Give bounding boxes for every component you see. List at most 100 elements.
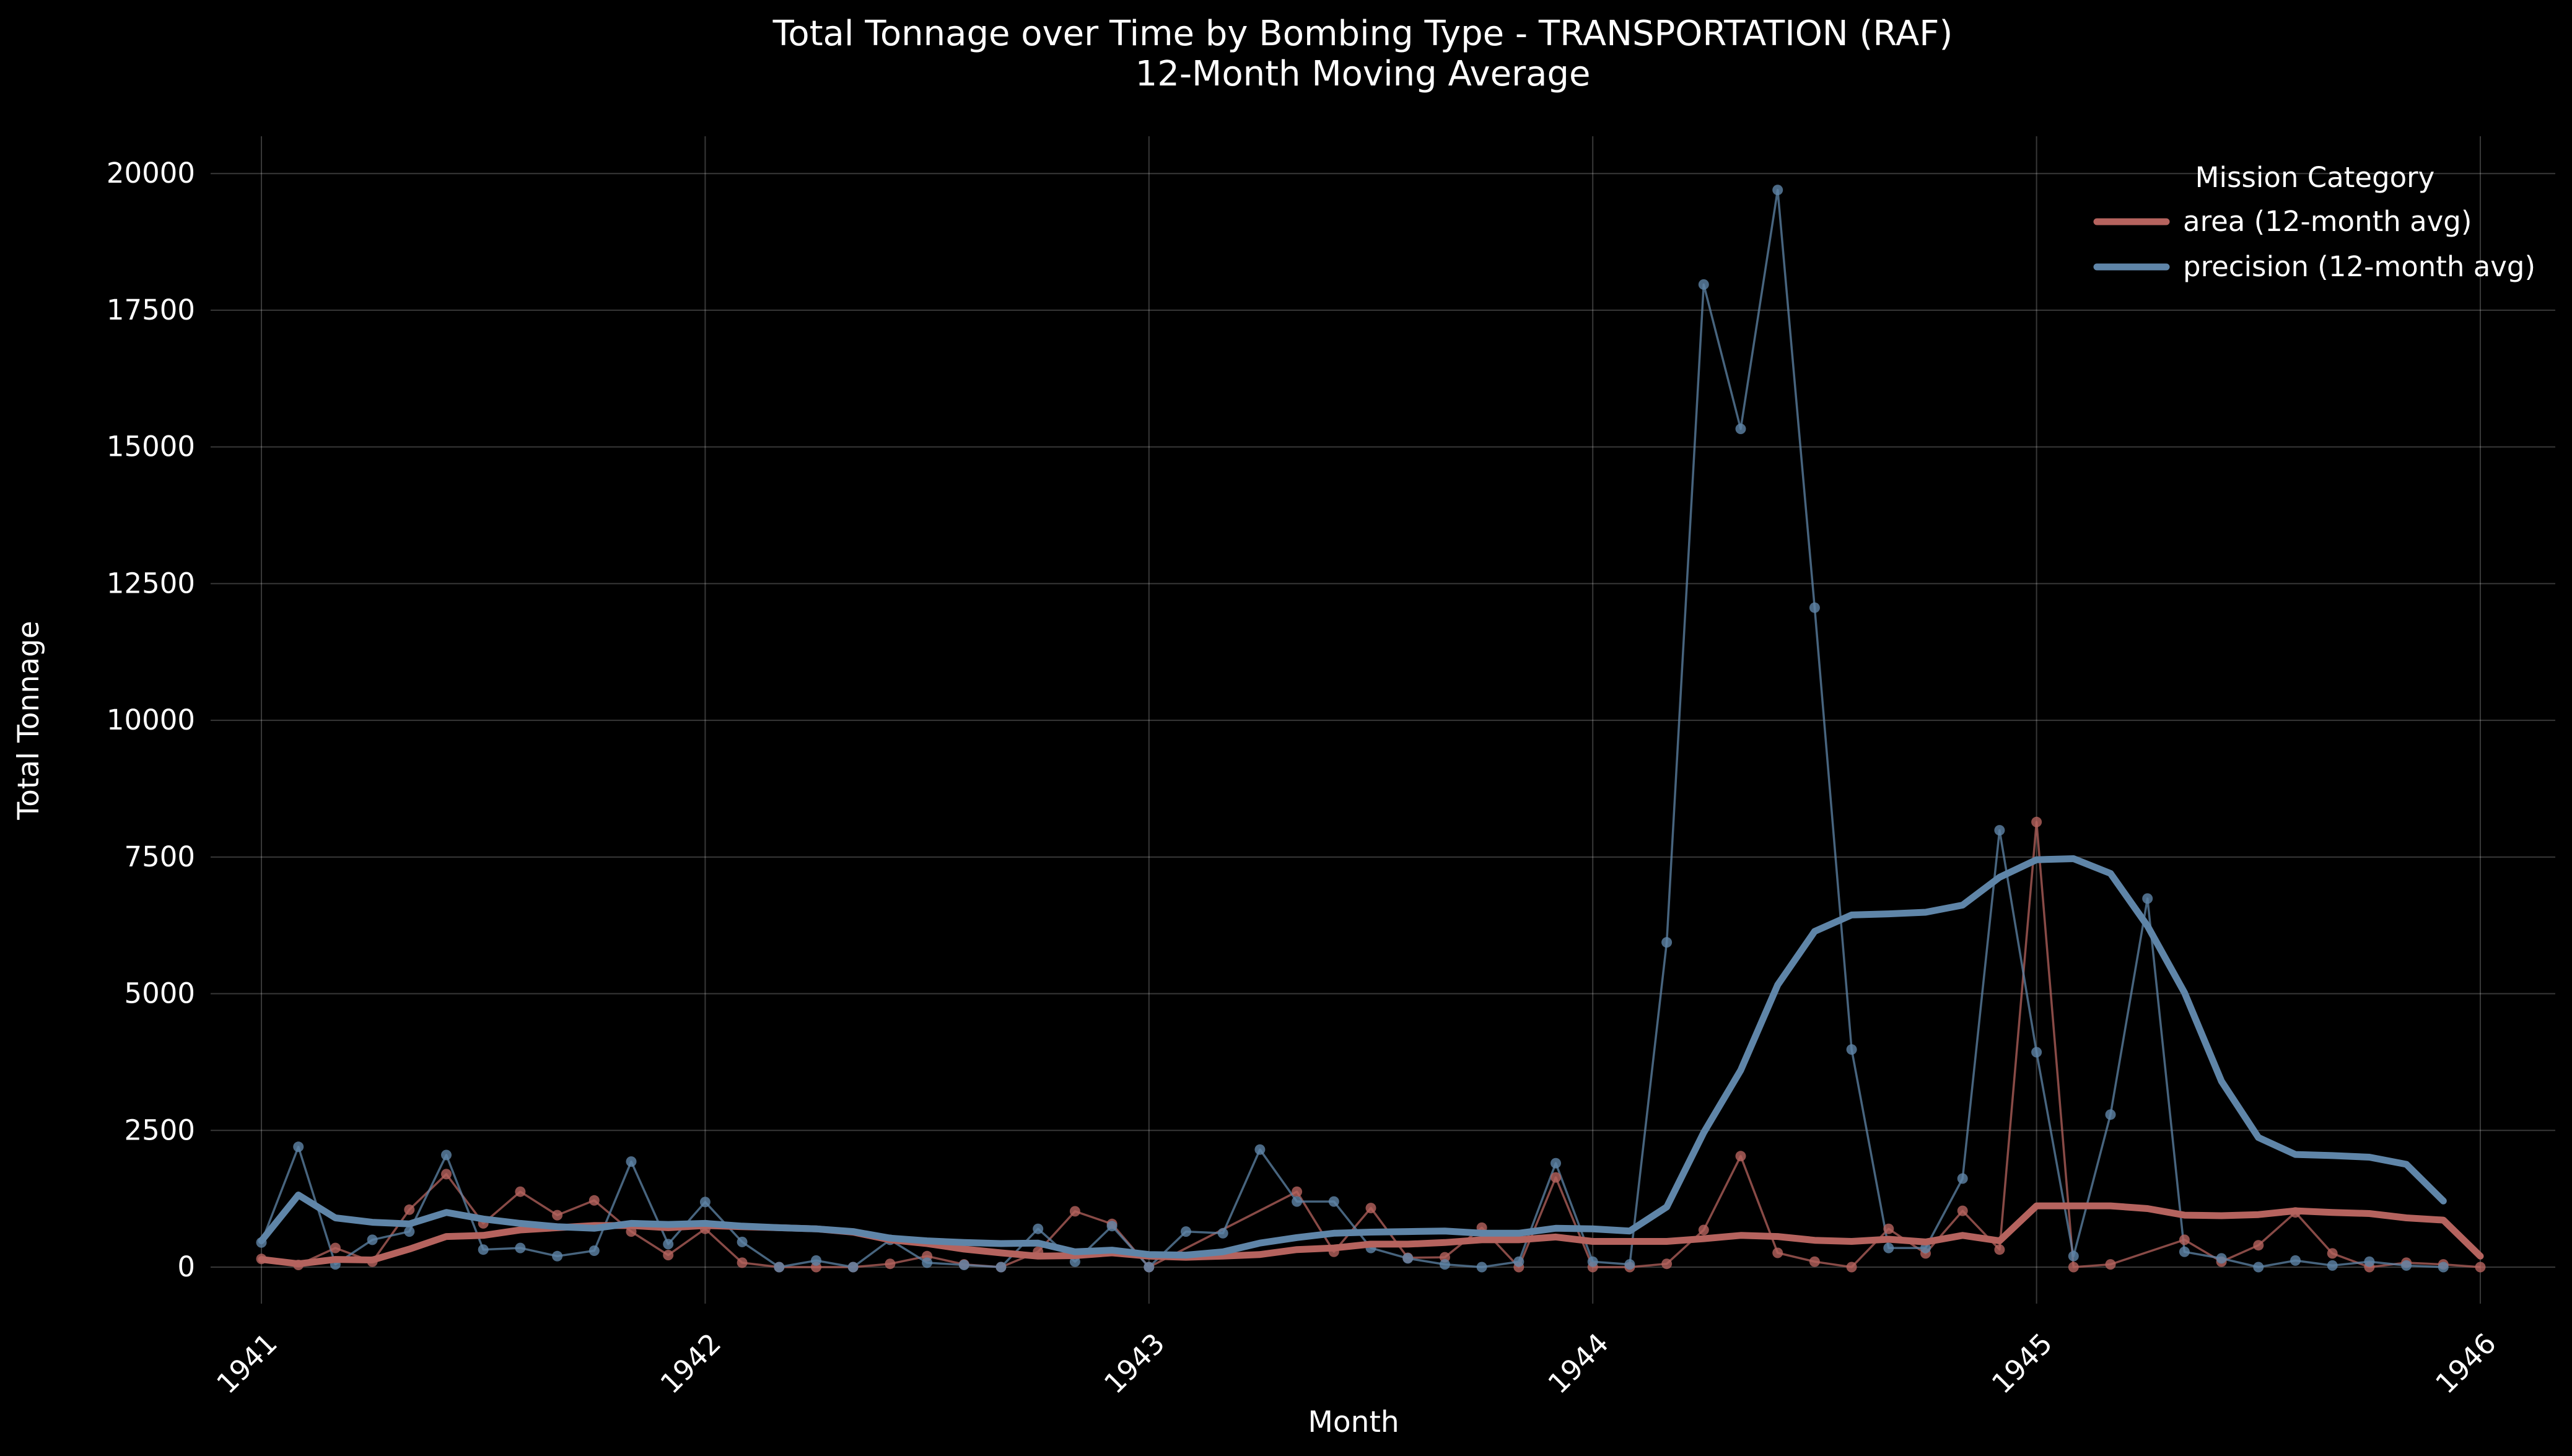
area-raw-point — [552, 1210, 563, 1221]
average-lines — [258, 855, 2484, 1268]
precision-raw-point — [2031, 1047, 2042, 1058]
precision-raw-point — [2438, 1262, 2449, 1273]
precision-raw-point — [1698, 279, 1709, 290]
precision-raw-point — [847, 1262, 859, 1273]
legend-label-precision: precision (12-month avg) — [2183, 250, 2535, 283]
area-raw-point — [515, 1186, 526, 1197]
precision-raw-point — [1957, 1173, 1968, 1184]
precision-raw-point — [2105, 1109, 2116, 1120]
precision-raw-point — [367, 1234, 378, 1245]
y-tick-label: 0 — [177, 1250, 195, 1283]
area-raw-point — [1772, 1247, 1783, 1258]
area-raw-point — [588, 1195, 600, 1206]
precision-raw-point — [811, 1255, 821, 1266]
legend-title: Mission Category — [2195, 161, 2435, 194]
precision-raw-point — [995, 1262, 1007, 1273]
precision-raw-point — [737, 1236, 748, 1247]
area-raw-point — [330, 1242, 341, 1253]
precision-raw-point — [1772, 185, 1783, 196]
precision-raw-point — [958, 1260, 969, 1270]
precision-raw-point — [2253, 1262, 2264, 1273]
precision-raw-point — [1106, 1221, 1118, 1232]
precision-raw-point — [2290, 1255, 2301, 1266]
precision-raw-point — [1735, 424, 1746, 434]
precision-raw-point — [1292, 1196, 1303, 1207]
grid-lines — [211, 136, 2555, 1304]
y-tick-label: 12500 — [107, 567, 195, 599]
precision-raw-point — [1439, 1259, 1450, 1270]
area-raw-point — [2031, 816, 2042, 827]
area-raw-point — [441, 1169, 452, 1180]
precision-raw-point — [1551, 1157, 1561, 1169]
precision-raw-point — [663, 1239, 674, 1250]
precision-raw-point — [1994, 825, 2005, 836]
area-raw-point — [1698, 1224, 1709, 1236]
area-raw-point — [1069, 1206, 1080, 1217]
precision-average-line — [258, 855, 2447, 1259]
precision-raw-point — [1624, 1259, 1635, 1270]
y-tick-label: 20000 — [107, 157, 195, 190]
precision-raw-point — [2327, 1260, 2338, 1271]
precision-raw-point — [1661, 937, 1673, 948]
precision-raw-point — [626, 1156, 637, 1167]
area-raw-point — [737, 1257, 748, 1268]
y-axis-label: Total Tonnage — [12, 621, 46, 820]
area-raw-point — [2068, 1262, 2079, 1273]
precision-raw-point — [774, 1262, 785, 1273]
y-tick-label: 10000 — [107, 704, 195, 736]
precision-raw-point — [1217, 1227, 1228, 1239]
y-tick-labels: 0 2500 5000 7500 10000 12500 15000 17500 20000 — [107, 157, 195, 1283]
area-raw-point — [1551, 1172, 1561, 1183]
y-tick-label: 7500 — [124, 840, 195, 873]
area-raw-point — [2179, 1234, 2190, 1245]
area-raw-point — [1735, 1151, 1746, 1162]
precision-raw-point — [2216, 1253, 2227, 1264]
y-tick-label: 2500 — [124, 1114, 195, 1146]
precision-raw-point — [515, 1242, 526, 1253]
precision-raw-point — [1476, 1262, 1487, 1273]
area-raw-point — [885, 1258, 896, 1270]
precision-raw-point — [478, 1244, 489, 1255]
legend: Mission Category area (12-month avg) pre… — [2093, 161, 2535, 283]
area-raw-point — [404, 1204, 415, 1215]
precision-raw-point — [1254, 1144, 1266, 1155]
area-raw-point — [663, 1250, 674, 1261]
precision-raw-point — [552, 1250, 563, 1262]
precision-raw-point — [2142, 893, 2153, 904]
area-raw-point — [2327, 1248, 2338, 1259]
precision-raw-point — [1920, 1242, 1931, 1253]
precision-raw-point — [1328, 1196, 1339, 1207]
precision-raw-point — [2401, 1260, 2412, 1271]
chart-title: Total Tonnage over Time by Bombing Type … — [772, 14, 1953, 54]
precision-raw-point — [1809, 602, 1820, 613]
precision-raw-point — [2364, 1256, 2375, 1267]
precision-raw-line — [260, 188, 2444, 1268]
chart-subtitle: 12-Month Moving Average — [1135, 54, 1591, 94]
precision-raw-point — [1402, 1253, 1414, 1264]
area-raw-point — [1292, 1186, 1303, 1197]
raw-series-points — [256, 185, 2486, 1273]
precision-raw-point — [1846, 1044, 1857, 1055]
area-raw-point — [2253, 1240, 2264, 1251]
y-tick-label: 17500 — [107, 294, 195, 326]
precision-raw-point — [922, 1257, 933, 1268]
precision-raw-point — [404, 1226, 415, 1237]
precision-raw-point — [2179, 1246, 2190, 1257]
precision-raw-point — [1883, 1242, 1894, 1253]
area-raw-point — [1994, 1244, 2005, 1255]
area-raw-point — [1846, 1262, 1857, 1273]
y-tick-label: 5000 — [124, 977, 195, 1010]
precision-raw-point — [1587, 1256, 1598, 1267]
area-raw-point — [1883, 1223, 1894, 1234]
precision-raw-point — [1181, 1226, 1191, 1237]
legend-label-area: area (12-month avg) — [2183, 205, 2472, 238]
precision-raw-point — [1144, 1262, 1155, 1273]
area-raw-point — [1661, 1258, 1673, 1270]
precision-raw-point — [588, 1245, 600, 1256]
area-raw-point — [1365, 1203, 1376, 1214]
precision-raw-point — [2068, 1250, 2079, 1262]
x-axis-label: Month — [1308, 1405, 1399, 1439]
area-raw-point — [2105, 1259, 2116, 1270]
